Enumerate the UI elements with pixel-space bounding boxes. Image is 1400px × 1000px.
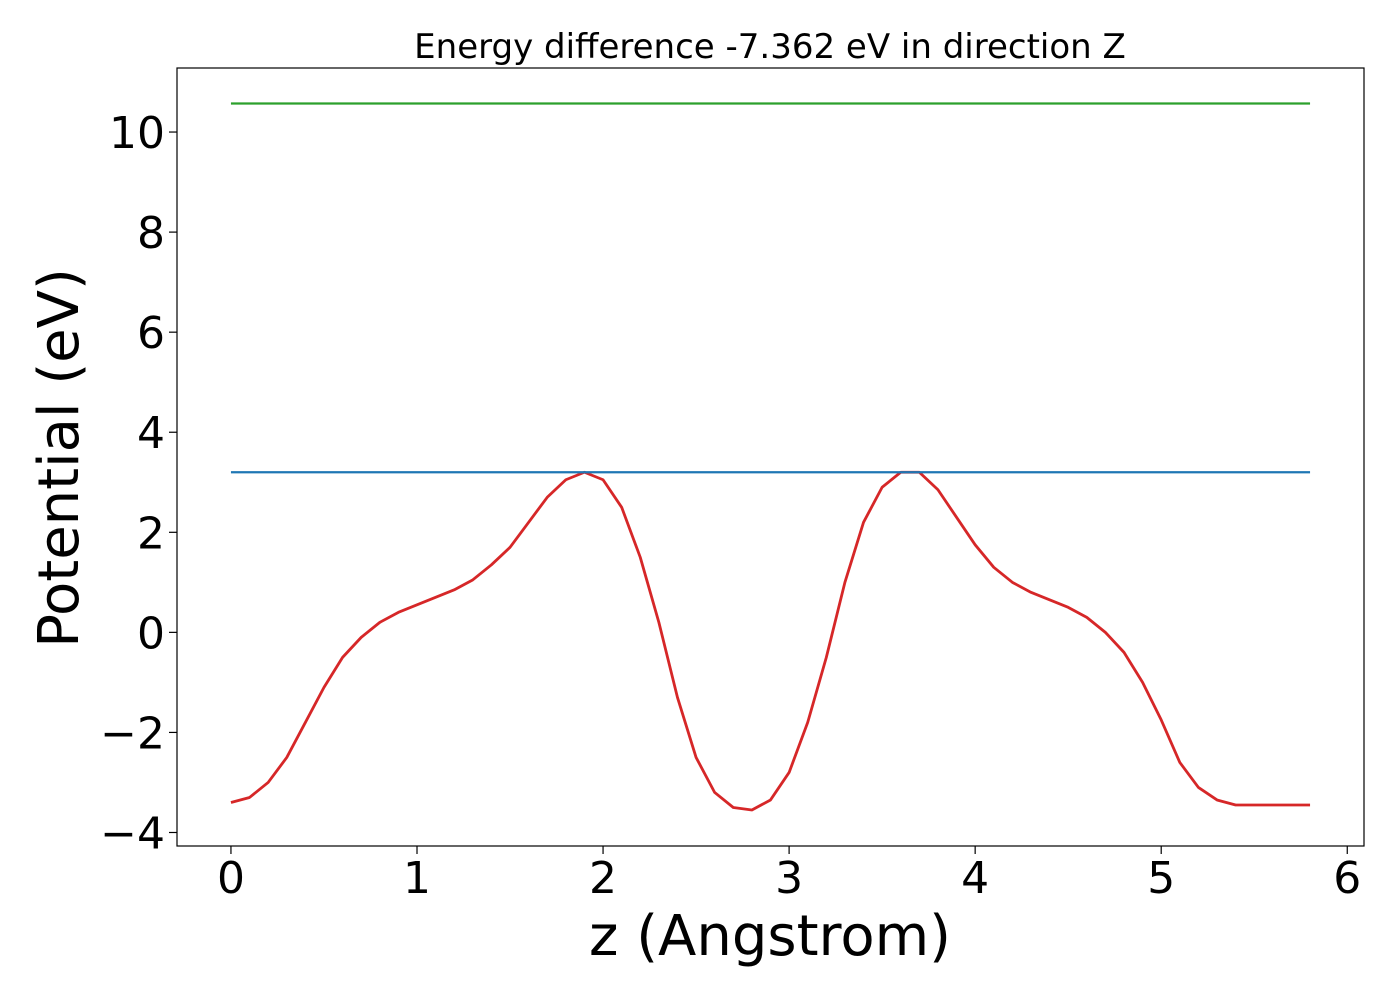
y-axis: −4 −2 0 2 4 6 8 10 [100, 108, 177, 859]
y-tick-label: 6 [137, 308, 165, 359]
x-tick-label: 1 [403, 853, 431, 904]
plot-area-frame [176, 67, 1365, 847]
x-tick-label: 0 [217, 853, 245, 904]
y-tick-label: −4 [100, 808, 165, 859]
y-tick-label: −2 [100, 708, 165, 759]
y-tick-label: 4 [137, 408, 165, 459]
x-tick-label: 2 [589, 853, 617, 904]
y-axis-label: Potential (eV) [27, 268, 92, 648]
y-tick-label: 10 [109, 108, 165, 159]
x-axis-label: z (Angstrom) [589, 904, 951, 969]
y-tick-label: 0 [137, 608, 165, 659]
y-tick-label: 2 [137, 508, 165, 559]
series-layer [230, 102, 1311, 812]
y-tick-label: 8 [137, 208, 165, 259]
x-axis: 0 1 2 3 4 5 6 [217, 846, 1361, 904]
x-tick-label: 3 [775, 853, 803, 904]
x-tick-label: 4 [961, 853, 989, 904]
x-tick-label: 5 [1147, 853, 1175, 904]
x-tick-label: 6 [1333, 853, 1361, 904]
series-line-1 [230, 470, 1311, 812]
chart-title: Energy difference -7.362 eV in direction… [414, 27, 1126, 67]
